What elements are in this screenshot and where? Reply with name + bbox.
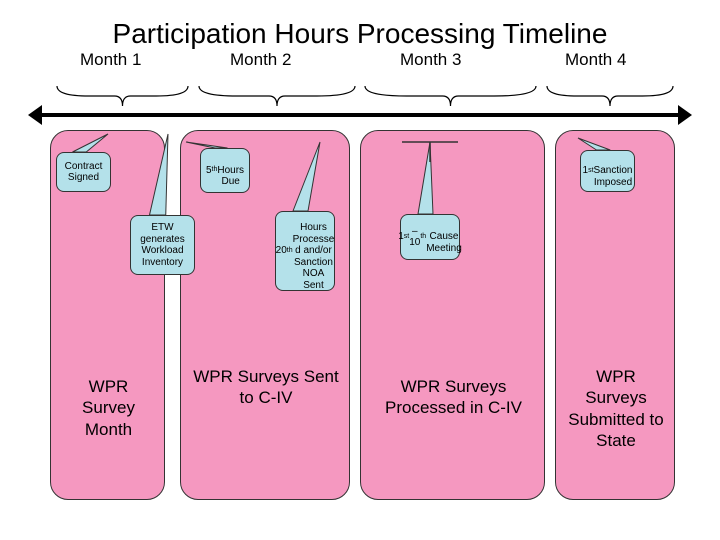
brace-icon (55, 84, 190, 108)
callout-box: 5thHoursDue (200, 148, 250, 193)
callout-box: ContractSigned (56, 152, 111, 192)
callout-box: 1stSanctionImposed (580, 150, 635, 192)
panel-label: WPR Survey Month (64, 376, 154, 440)
page-title: Participation Hours Processing Timeline (0, 0, 720, 50)
month-label: Month 1 (80, 50, 141, 70)
month-label: Month 2 (230, 50, 291, 70)
callout-box: ETWgeneratesWorkloadInventory (130, 215, 195, 275)
panel-label: WPR Surveys Sent to C-IV (191, 366, 341, 409)
panel-label: WPR Surveys Processed in C-IV (369, 376, 539, 419)
timeline-arrow (40, 113, 680, 117)
brace-icon (363, 84, 538, 108)
month-label: Month 4 (565, 50, 626, 70)
panel-label: WPR Surveys Submitted to State (566, 366, 666, 451)
callout-box: 1st – 10thCauseMeeting (400, 214, 460, 260)
brace-icon (197, 84, 357, 108)
callout-box: 20thHoursProcessed and/orSanctionNOA Sen… (275, 211, 335, 291)
brace-icon (545, 84, 675, 108)
month-label: Month 3 (400, 50, 461, 70)
